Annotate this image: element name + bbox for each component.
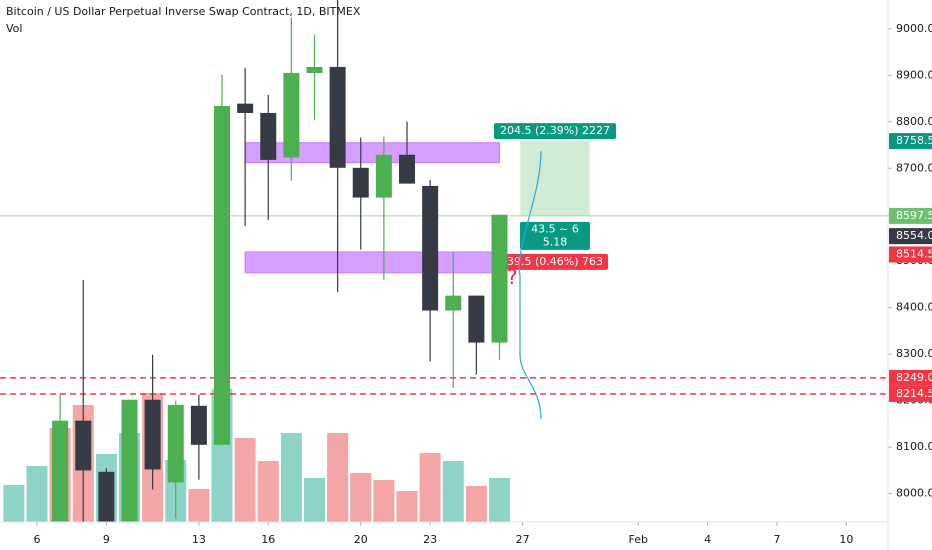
target-label: 204.5 (2.39%) 2227: [500, 124, 610, 137]
volume-bar: [234, 438, 256, 522]
price-label: 8758.5: [896, 134, 932, 147]
price-label: 8554.0: [896, 229, 932, 242]
y-tick-label: 8700.0: [896, 161, 932, 174]
candle-body: [468, 295, 485, 343]
volume-bar: [188, 489, 210, 522]
y-tick-label: 8300.0: [896, 347, 932, 360]
candle-body: [260, 112, 277, 160]
volume-bar: [304, 478, 325, 522]
candle-body: [375, 154, 392, 198]
x-tick-label: 6: [34, 533, 41, 546]
price-label-bg: [889, 133, 932, 150]
volume-bar: [489, 478, 510, 522]
stop-label: 39.5 (0.46%) 763: [507, 255, 603, 268]
volume-bar: [350, 473, 372, 522]
candle-body: [214, 105, 230, 445]
volume-bar: [419, 453, 441, 522]
x-tick-label: Feb: [629, 533, 648, 546]
price-label-bg: [889, 228, 932, 245]
y-tick-label: 8400.0: [896, 301, 932, 314]
profile-curve: [518, 151, 542, 420]
chart-title: Bitcoin / US Dollar Perpetual Inverse Sw…: [6, 5, 361, 18]
x-tick-label: 10: [839, 533, 853, 546]
volume-bar: [396, 491, 418, 522]
profit-area: [520, 141, 590, 216]
volume-bar: [373, 480, 395, 522]
candle-body: [306, 66, 323, 73]
plot-area: 204.5 (2.39%) 2227 43.5 ~ 65.18 39.5 (0.46…: [0, 0, 888, 522]
x-tick-label: 7: [774, 533, 781, 546]
candle-body: [121, 399, 138, 522]
candle-body: [399, 154, 415, 184]
price-label-bg: [889, 369, 932, 386]
price-label: 8514.5: [896, 247, 932, 260]
stop-label-box: [502, 253, 608, 270]
candle-body: [144, 399, 161, 470]
volume-bar: [257, 461, 279, 522]
candle-body: [422, 185, 439, 311]
candle-body: [491, 214, 508, 343]
y-tick-label: 8100.0: [896, 440, 932, 453]
x-tick-label: 20: [354, 533, 368, 546]
target-label-box: [494, 123, 616, 140]
annotation: ?: [507, 265, 518, 289]
x-tick-label: 4: [704, 533, 711, 546]
candle-body: [190, 405, 207, 445]
candle-body: [167, 404, 184, 483]
candle-body: [283, 72, 300, 158]
y-tick-label: 8800.0: [896, 115, 932, 128]
candle-body: [445, 295, 462, 311]
ratio-label: 43.5 ~ 6: [531, 222, 579, 235]
zone: [244, 142, 500, 164]
candle-body: [352, 167, 369, 198]
x-tick-label: 27: [516, 533, 530, 546]
volume-bar: [465, 486, 487, 522]
candle-body: [98, 471, 115, 522]
price-label-bg: [889, 246, 932, 263]
x-tick-label: 23: [423, 533, 437, 546]
candle-body: [52, 420, 69, 522]
price-label-bg: [889, 207, 932, 224]
candle-body: [329, 66, 346, 168]
candle-body: [75, 420, 92, 471]
y-tick-label: 8900.0: [896, 68, 932, 81]
price-label: 8249.0: [896, 371, 932, 384]
y-tick-label: 9000.0: [896, 22, 932, 35]
ratio-label: 5.18: [543, 235, 568, 248]
zone: [244, 251, 500, 274]
volume-label: Vol: [6, 22, 22, 35]
volume-bar: [3, 485, 25, 522]
candle-body: [237, 103, 254, 113]
price-label: 8214.5: [896, 387, 932, 400]
price-label: 8597.5: [896, 209, 932, 222]
volume-bar: [26, 466, 48, 522]
y-tick-label: 8000.0: [896, 487, 932, 500]
ratio-label-box: [520, 221, 590, 250]
volume-bar: [280, 433, 302, 522]
x-tick-label: 9: [103, 533, 110, 546]
price-label-bg: [889, 385, 932, 402]
x-tick-label: 13: [192, 533, 206, 546]
volume-bar: [442, 461, 464, 522]
x-tick-label: 16: [261, 533, 275, 546]
volume-bar: [327, 433, 349, 522]
